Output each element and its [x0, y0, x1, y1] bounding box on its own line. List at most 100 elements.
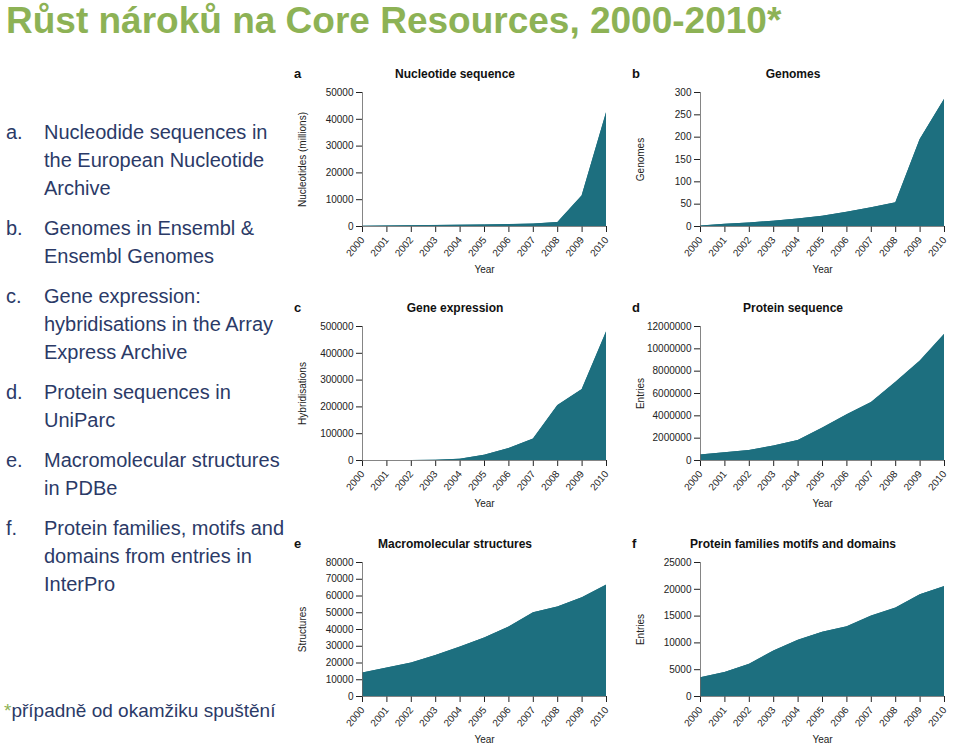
svg-text:2010: 2010 [588, 704, 611, 728]
svg-text:2010: 2010 [926, 704, 949, 728]
svg-text:0: 0 [686, 691, 692, 702]
svg-text:2010: 2010 [588, 234, 611, 258]
svg-text:2007: 2007 [515, 234, 538, 258]
svg-text:2000: 2000 [682, 468, 705, 492]
svg-text:10000: 10000 [664, 637, 692, 648]
svg-text:2007: 2007 [853, 704, 876, 728]
svg-text:2002: 2002 [393, 234, 416, 258]
svg-text:20000: 20000 [326, 657, 354, 668]
svg-text:80000: 80000 [326, 557, 354, 568]
svg-text:2009: 2009 [563, 468, 586, 492]
svg-text:2007: 2007 [515, 468, 538, 492]
svg-text:100000: 100000 [320, 428, 354, 439]
svg-text:2010: 2010 [588, 468, 611, 492]
svg-text:2010: 2010 [926, 468, 949, 492]
svg-text:2008: 2008 [877, 704, 900, 728]
svg-text:Year: Year [812, 264, 833, 275]
svg-text:2002: 2002 [393, 468, 416, 492]
svg-text:4000000: 4000000 [653, 410, 692, 421]
svg-text:2005: 2005 [804, 468, 827, 492]
svg-text:60000: 60000 [326, 590, 354, 601]
svg-text:Entries: Entries [635, 378, 646, 409]
svg-text:2009: 2009 [901, 234, 924, 258]
svg-text:Hybridisations: Hybridisations [297, 362, 308, 425]
svg-text:Year: Year [474, 264, 495, 275]
svg-text:2004: 2004 [441, 468, 464, 492]
svg-text:2001: 2001 [368, 704, 391, 728]
svg-text:2002: 2002 [393, 704, 416, 728]
svg-text:2001: 2001 [706, 234, 729, 258]
svg-text:150: 150 [675, 154, 692, 165]
svg-text:2009: 2009 [563, 704, 586, 728]
svg-text:2003: 2003 [417, 234, 440, 258]
svg-text:2005: 2005 [804, 234, 827, 258]
svg-text:Entries: Entries [635, 614, 646, 645]
svg-text:50000: 50000 [326, 87, 354, 98]
svg-text:2005: 2005 [466, 234, 489, 258]
svg-text:2007: 2007 [853, 234, 876, 258]
svg-text:0: 0 [686, 221, 692, 232]
svg-text:2003: 2003 [417, 468, 440, 492]
svg-text:50: 50 [680, 198, 692, 209]
svg-text:0: 0 [348, 455, 354, 466]
svg-text:2004: 2004 [441, 234, 464, 258]
svg-text:100: 100 [675, 176, 692, 187]
svg-text:2006: 2006 [828, 704, 851, 728]
svg-text:5000: 5000 [669, 664, 692, 675]
svg-text:6000000: 6000000 [653, 388, 692, 399]
svg-text:500000: 500000 [320, 321, 354, 332]
svg-text:2003: 2003 [417, 704, 440, 728]
svg-text:2003: 2003 [755, 234, 778, 258]
svg-text:2000: 2000 [344, 234, 367, 258]
svg-text:2010: 2010 [926, 234, 949, 258]
svg-text:2006: 2006 [490, 468, 513, 492]
svg-text:10000: 10000 [326, 194, 354, 205]
svg-text:2000: 2000 [682, 704, 705, 728]
svg-text:400000: 400000 [320, 348, 354, 359]
svg-text:250: 250 [675, 109, 692, 120]
svg-text:2001: 2001 [706, 704, 729, 728]
svg-text:2000000: 2000000 [653, 432, 692, 443]
svg-text:300000: 300000 [320, 374, 354, 385]
svg-text:2009: 2009 [901, 468, 924, 492]
svg-text:2002: 2002 [731, 704, 754, 728]
svg-text:20000: 20000 [326, 167, 354, 178]
svg-text:2009: 2009 [901, 704, 924, 728]
svg-text:2004: 2004 [441, 704, 464, 728]
svg-text:Year: Year [812, 734, 833, 745]
svg-text:0: 0 [348, 691, 354, 702]
svg-text:2001: 2001 [368, 468, 391, 492]
svg-text:2005: 2005 [804, 704, 827, 728]
svg-text:200: 200 [675, 131, 692, 142]
svg-text:30000: 30000 [326, 640, 354, 651]
svg-text:200000: 200000 [320, 401, 354, 412]
svg-text:2003: 2003 [755, 704, 778, 728]
svg-text:Year: Year [474, 734, 495, 745]
svg-text:10000000: 10000000 [647, 343, 692, 354]
svg-text:20000: 20000 [664, 584, 692, 595]
svg-text:2002: 2002 [731, 468, 754, 492]
svg-text:2004: 2004 [779, 468, 802, 492]
svg-text:12000000: 12000000 [647, 321, 692, 332]
svg-text:2008: 2008 [539, 468, 562, 492]
svg-text:2004: 2004 [779, 704, 802, 728]
svg-text:2002: 2002 [731, 234, 754, 258]
svg-text:2007: 2007 [853, 468, 876, 492]
svg-text:70000: 70000 [326, 573, 354, 584]
svg-text:10000: 10000 [326, 674, 354, 685]
svg-text:2009: 2009 [563, 234, 586, 258]
svg-text:2008: 2008 [877, 468, 900, 492]
svg-text:0: 0 [686, 455, 692, 466]
svg-text:2004: 2004 [779, 234, 802, 258]
svg-text:0: 0 [348, 221, 354, 232]
svg-text:8000000: 8000000 [653, 365, 692, 376]
svg-text:2000: 2000 [682, 234, 705, 258]
svg-text:300: 300 [675, 87, 692, 98]
svg-text:50000: 50000 [326, 607, 354, 618]
svg-text:40000: 40000 [326, 624, 354, 635]
svg-text:Year: Year [474, 498, 495, 509]
svg-text:2005: 2005 [466, 704, 489, 728]
svg-text:2000: 2000 [344, 704, 367, 728]
svg-text:2003: 2003 [755, 468, 778, 492]
svg-text:Genomes: Genomes [635, 138, 646, 181]
